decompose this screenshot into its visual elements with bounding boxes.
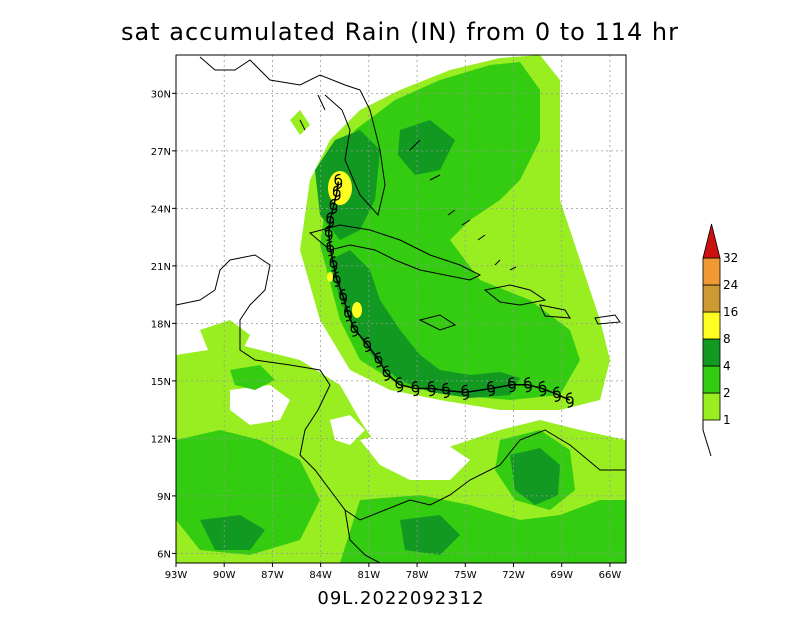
lon-tick-label: 78W [406,570,429,581]
hurricane-symbol [538,380,547,397]
lon-tick-label: 69W [550,570,573,581]
lon-tick-label: 81W [358,570,381,581]
hurricane-symbol [382,365,391,381]
hurricane-symbol [427,380,436,397]
hurricane-symbol [344,306,352,322]
lon-tick-label: 93W [165,570,188,581]
graticule [176,55,626,563]
lat-tick-label: 12N [151,434,171,445]
colorbar-below-min [702,420,712,457]
colorbar-label: 2 [723,386,731,400]
colorbar-label: 8 [723,332,731,346]
hurricane-symbol [326,240,335,257]
hurricane-symbol [332,271,341,287]
colorbar-label: 24 [723,278,738,292]
lat-tick-label: 21N [151,262,171,273]
colorbar-segment [702,338,721,367]
hurricane-symbol [524,377,532,393]
hurricane-symbol [339,288,347,305]
track-line [327,181,571,401]
map-frame [175,54,627,564]
lat-tick-label: 24N [151,204,171,215]
lat-tick-label: 6N [157,549,171,560]
hurricane-symbol [363,336,372,353]
colorbar-max-triangle [702,223,721,259]
longitude-labels: 93W 90W 87W 84W 81W 78W 75W 72W 69W 66W [165,570,622,581]
hurricane-symbol [374,352,383,368]
colorbar-segment [702,392,721,421]
lon-tick-label: 75W [454,570,477,581]
hurricane-symbol [329,198,338,215]
lon-tick-label: 66W [599,570,622,581]
colorbar-label: 32 [723,251,738,265]
latitude-labels: 30N 27N 24N 21N 18N 15N 12N 9N 6N [151,89,171,560]
coastlines [176,56,626,563]
hurricane-symbol [350,321,359,337]
axis-ticks [172,92,611,567]
lon-tick-label: 90W [213,570,236,581]
colorbar-segment [702,365,721,394]
lat-tick-label: 27N [151,147,171,158]
hurricane-symbol [508,377,516,393]
chart-title: sat accumulated Rain (IN) from 0 to 114 … [121,18,679,46]
lon-tick-label: 72W [502,570,525,581]
hurricane-symbol [334,173,343,190]
colorbar-segment [702,311,721,340]
storm-track [324,173,574,408]
colorbar-segment [702,257,721,286]
storm-id-label: 09L.2022092312 [317,588,485,609]
colorbar-label: 4 [723,359,731,373]
lat-tick-label: 15N [151,377,171,388]
lat-tick-label: 30N [151,89,171,100]
hurricane-symbol [487,380,495,397]
hurricane-symbol [395,377,404,393]
lat-tick-label: 9N [157,492,171,503]
hurricane-symbol [332,185,341,201]
hurricane-symbol [461,384,470,401]
hurricane-symbol [565,392,574,408]
colorbar-label: 1 [723,413,731,427]
colorbar-segment [702,284,721,313]
hurricane-symbol [411,380,420,397]
hurricane-symbol [442,382,450,399]
hurricane-symbol [326,212,335,228]
hurricane-symbol [329,256,338,272]
lat-tick-label: 18N [151,319,171,330]
colorbar-label: 16 [723,305,738,319]
lon-tick-label: 87W [261,570,284,581]
hurricane-symbol [553,386,561,402]
lon-tick-label: 84W [309,570,332,581]
